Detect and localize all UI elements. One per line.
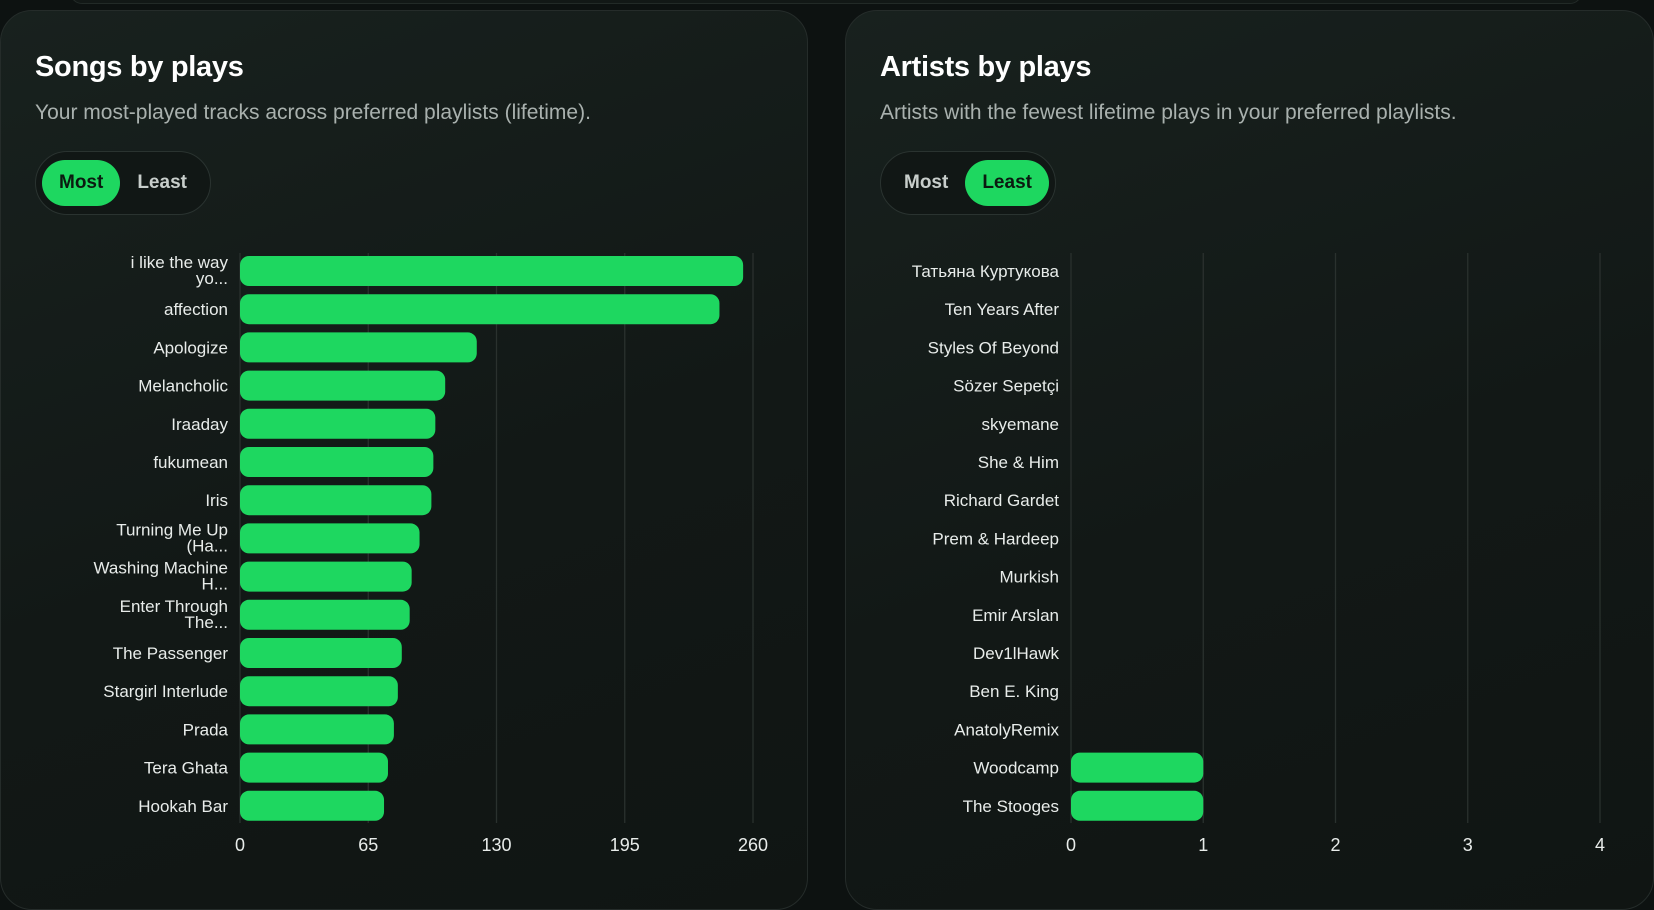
bar[interactable] [240,599,410,630]
category-label: The Passenger [113,644,229,663]
x-tick-label: 65 [358,835,378,855]
bar[interactable] [240,676,398,707]
category-label: Prem & Hardeep [932,529,1059,548]
x-tick-label: 260 [738,835,768,855]
card-subtitle: Your most-played tracks across preferred… [35,101,591,124]
x-tick-label: 0 [235,835,245,855]
bar[interactable] [240,561,412,592]
category-label: Melancholic [138,377,228,396]
bar[interactable] [240,638,402,668]
category-label: fukumean [153,453,228,472]
artists-by-plays-card: Artists by plays Artists with the fewest… [845,10,1654,910]
songs-by-plays-card: Songs by plays Your most-played tracks a… [0,10,808,910]
category-label: Emir Arslan [972,606,1059,625]
bar[interactable] [240,408,436,439]
toggle-most-button[interactable]: Most [904,172,949,193]
category-label: i like the way yo... [131,253,229,288]
toggle-most-button[interactable]: Most [42,160,121,206]
category-label: She & Him [978,453,1059,472]
bar[interactable] [240,714,394,745]
bar[interactable] [240,256,744,286]
category-label: Woodcamp [973,759,1059,778]
artists-bar-chart: 0 1 2 3 4 Татьяна Куртукова Ten Years After Sty… [912,253,1605,855]
category-label: The Stooges [963,797,1059,816]
bar[interactable] [240,523,420,554]
most-least-toggle: Most Least [35,151,211,215]
category-label: Tera Ghata [144,759,229,778]
category-label: affection [164,300,228,319]
category-label: Dev1lHawk [973,644,1059,663]
category-label: Turning Me Up (Ha... [116,520,228,555]
top-card-edge [70,0,1582,4]
x-tick-label: 4 [1595,835,1605,855]
category-label: Iris [205,491,228,510]
category-label: Татьяна Куртукова [912,262,1060,281]
x-tick-label: 3 [1463,835,1473,855]
card-title: Artists by plays [880,51,1092,83]
x-tick-label: 2 [1330,835,1340,855]
category-label: Prada [183,720,229,739]
bar[interactable] [1071,790,1204,821]
songs-bar-chart: 0 65 130 195 260 i like the way yo... affection… [94,253,768,855]
category-label: Ten Years After [945,300,1060,319]
toggle-least-button[interactable]: Least [965,160,1049,206]
x-tick-label: 1 [1198,835,1208,855]
category-label: Sözer Sepetçi [953,377,1059,396]
toggle-least-button[interactable]: Least [137,172,187,193]
bar[interactable] [240,447,434,477]
bar[interactable] [240,294,720,325]
category-label: Washing Machine H... [94,559,229,594]
category-label: Richard Gardet [944,491,1060,510]
bar[interactable] [240,752,388,783]
most-least-toggle: Most Least [880,151,1056,215]
bar[interactable] [240,332,477,363]
x-tick-label: 130 [481,835,511,855]
card-title: Songs by plays [35,51,244,83]
bar[interactable] [240,790,385,821]
category-label: AnatolyRemix [954,720,1059,739]
bar[interactable] [240,370,446,401]
category-label: Hookah Bar [138,797,228,816]
x-tick-label: 0 [1066,835,1076,855]
category-label: Styles Of Beyond [928,338,1059,357]
card-subtitle: Artists with the fewest lifetime plays i… [880,101,1457,124]
category-label: Stargirl Interlude [103,682,228,701]
category-label: skyemane [982,415,1059,434]
category-label: Murkish [999,568,1059,587]
category-label: Apologize [153,338,228,357]
bar[interactable] [240,485,432,516]
category-label: Iraaday [171,415,228,434]
bar[interactable] [1071,752,1204,783]
category-label: Ben E. King [969,682,1059,701]
x-tick-label: 195 [610,835,640,855]
category-label: Enter Through The... [120,597,228,632]
